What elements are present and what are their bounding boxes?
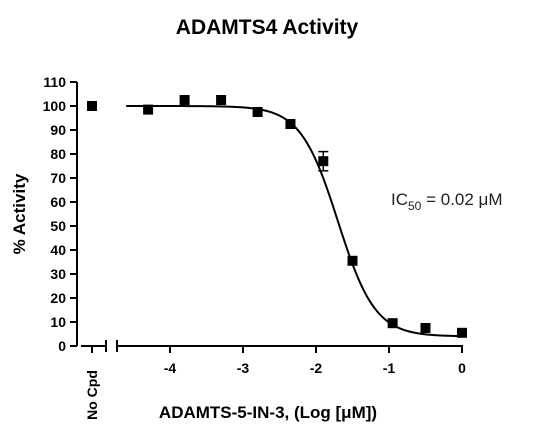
y-tick-label: 110 bbox=[43, 74, 66, 90]
data-point bbox=[347, 255, 358, 266]
x-tick-label: -2 bbox=[310, 360, 323, 376]
y-tick-label: 30 bbox=[50, 266, 66, 282]
data-point bbox=[457, 327, 467, 338]
y-tick-label: 50 bbox=[50, 218, 66, 234]
y-tick-label: 80 bbox=[50, 146, 66, 162]
no-cpd-point bbox=[87, 101, 97, 111]
y-tick-label: 40 bbox=[50, 242, 66, 258]
x-tick-label: -3 bbox=[237, 360, 250, 376]
ic50-suffix: = 0.02 μM bbox=[421, 190, 502, 209]
y-tick-label: 20 bbox=[50, 290, 66, 306]
data-point bbox=[285, 119, 296, 129]
data-points bbox=[143, 95, 467, 338]
x-axis: -4 -3 -2 -1 0 bbox=[81, 340, 466, 376]
y-tick-label: 90 bbox=[50, 122, 66, 138]
y-axis-label: % Activity bbox=[10, 173, 29, 254]
ic50-annotation: IC50 = 0.02 μM bbox=[391, 190, 503, 213]
data-point bbox=[216, 95, 227, 105]
fit-curve bbox=[126, 105, 463, 338]
y-axis: 0 10 20 30 40 50 60 70 80 90 100 110 bbox=[43, 74, 78, 354]
data-point bbox=[387, 318, 398, 329]
ic50-prefix: IC bbox=[391, 190, 408, 209]
y-ticks: 0 10 20 30 40 50 60 70 80 90 100 110 bbox=[43, 74, 77, 354]
no-cpd-label: No Cpd bbox=[84, 370, 100, 420]
x-tick-label: -4 bbox=[164, 360, 177, 376]
data-point bbox=[318, 156, 329, 167]
x-tick-label: 0 bbox=[458, 360, 466, 376]
y-tick-label: 100 bbox=[43, 98, 67, 114]
data-point bbox=[179, 95, 190, 105]
data-point bbox=[252, 107, 263, 117]
ic50-subscript: 50 bbox=[408, 199, 422, 213]
y-tick-label: 10 bbox=[50, 314, 66, 330]
y-tick-label: 70 bbox=[50, 170, 66, 186]
x-ticks: -4 -3 -2 -1 0 bbox=[164, 346, 466, 376]
x-tick-label: -1 bbox=[383, 360, 396, 376]
x-axis-label: ADAMTS-5-IN-3, (Log [μM]) bbox=[159, 403, 377, 422]
y-tick-label: 0 bbox=[58, 338, 66, 354]
y-tick-label: 60 bbox=[50, 194, 66, 210]
chart-title: ADAMTS4 Activity bbox=[176, 16, 359, 39]
data-point bbox=[420, 323, 431, 333]
data-point bbox=[143, 104, 154, 115]
